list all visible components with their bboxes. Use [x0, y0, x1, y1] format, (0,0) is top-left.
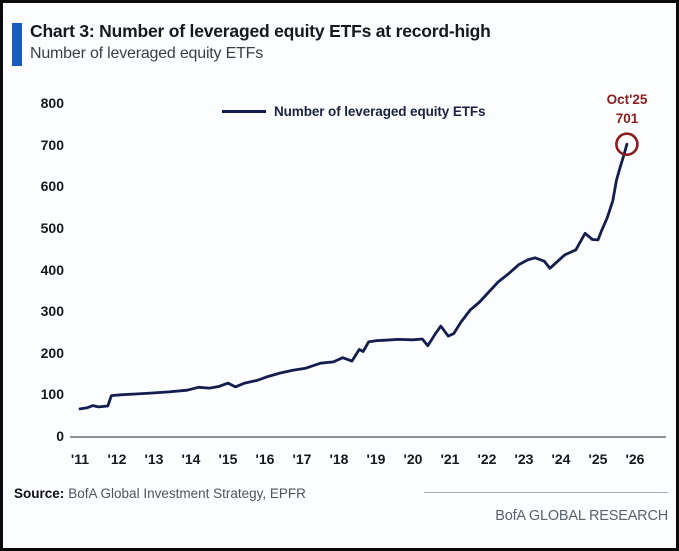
footer-divider	[424, 492, 668, 493]
chart-legend: Number of leveraged equity ETFs	[222, 104, 486, 119]
x-tick-label: '13	[144, 451, 164, 467]
y-tick-label: 300	[40, 303, 64, 320]
legend-line-swatch	[222, 110, 266, 113]
source-note: Source: BofA Global Investment Strategy, …	[14, 486, 306, 501]
x-tick-label: '19	[366, 451, 386, 467]
y-tick-label: 700	[40, 136, 64, 153]
x-tick-label: '15	[218, 451, 238, 467]
chart-title: Chart 3: Number of leveraged equity ETFs…	[30, 21, 491, 41]
x-tick-label: '23	[514, 451, 534, 467]
accent-bar	[12, 23, 22, 66]
x-tick-label: '21	[440, 451, 460, 467]
etf-count-line	[78, 142, 629, 411]
x-tick-label: '11	[70, 451, 90, 467]
annotation-date: Oct'25	[606, 92, 648, 107]
y-tick-label: 0	[56, 428, 64, 444]
chart-subtitle: Number of leveraged equity ETFs	[30, 45, 264, 62]
x-tick-label: '26	[625, 451, 645, 467]
x-tick-label: '25	[588, 451, 608, 467]
annotation-value: 701	[615, 111, 639, 126]
x-tick-label: '20	[403, 451, 423, 467]
record-high-circle	[615, 132, 639, 156]
x-tick-label: '22	[477, 451, 497, 467]
x-tick-label: '18	[329, 451, 349, 467]
x-tick-label: '12	[107, 451, 127, 467]
legend-label: Number of leveraged equity ETFs	[274, 104, 486, 119]
y-tick-label: 600	[40, 178, 64, 195]
x-tick-label: '14	[181, 451, 201, 467]
x-tick-label: '16	[255, 451, 275, 467]
y-tick-label: 200	[40, 344, 64, 361]
y-tick-label: 100	[40, 386, 64, 403]
y-tick-label: 400	[40, 261, 64, 278]
y-tick-label: 800	[40, 95, 64, 111]
source-label: Source:	[14, 486, 65, 501]
y-tick-label: 500	[40, 219, 64, 236]
source-text: BofA Global Investment Strategy, EPFR	[68, 486, 306, 501]
x-tick-label: '24	[551, 451, 571, 467]
x-tick-label: '17	[292, 451, 312, 467]
brand-text: BofA GLOBAL RESEARCH	[495, 508, 668, 524]
